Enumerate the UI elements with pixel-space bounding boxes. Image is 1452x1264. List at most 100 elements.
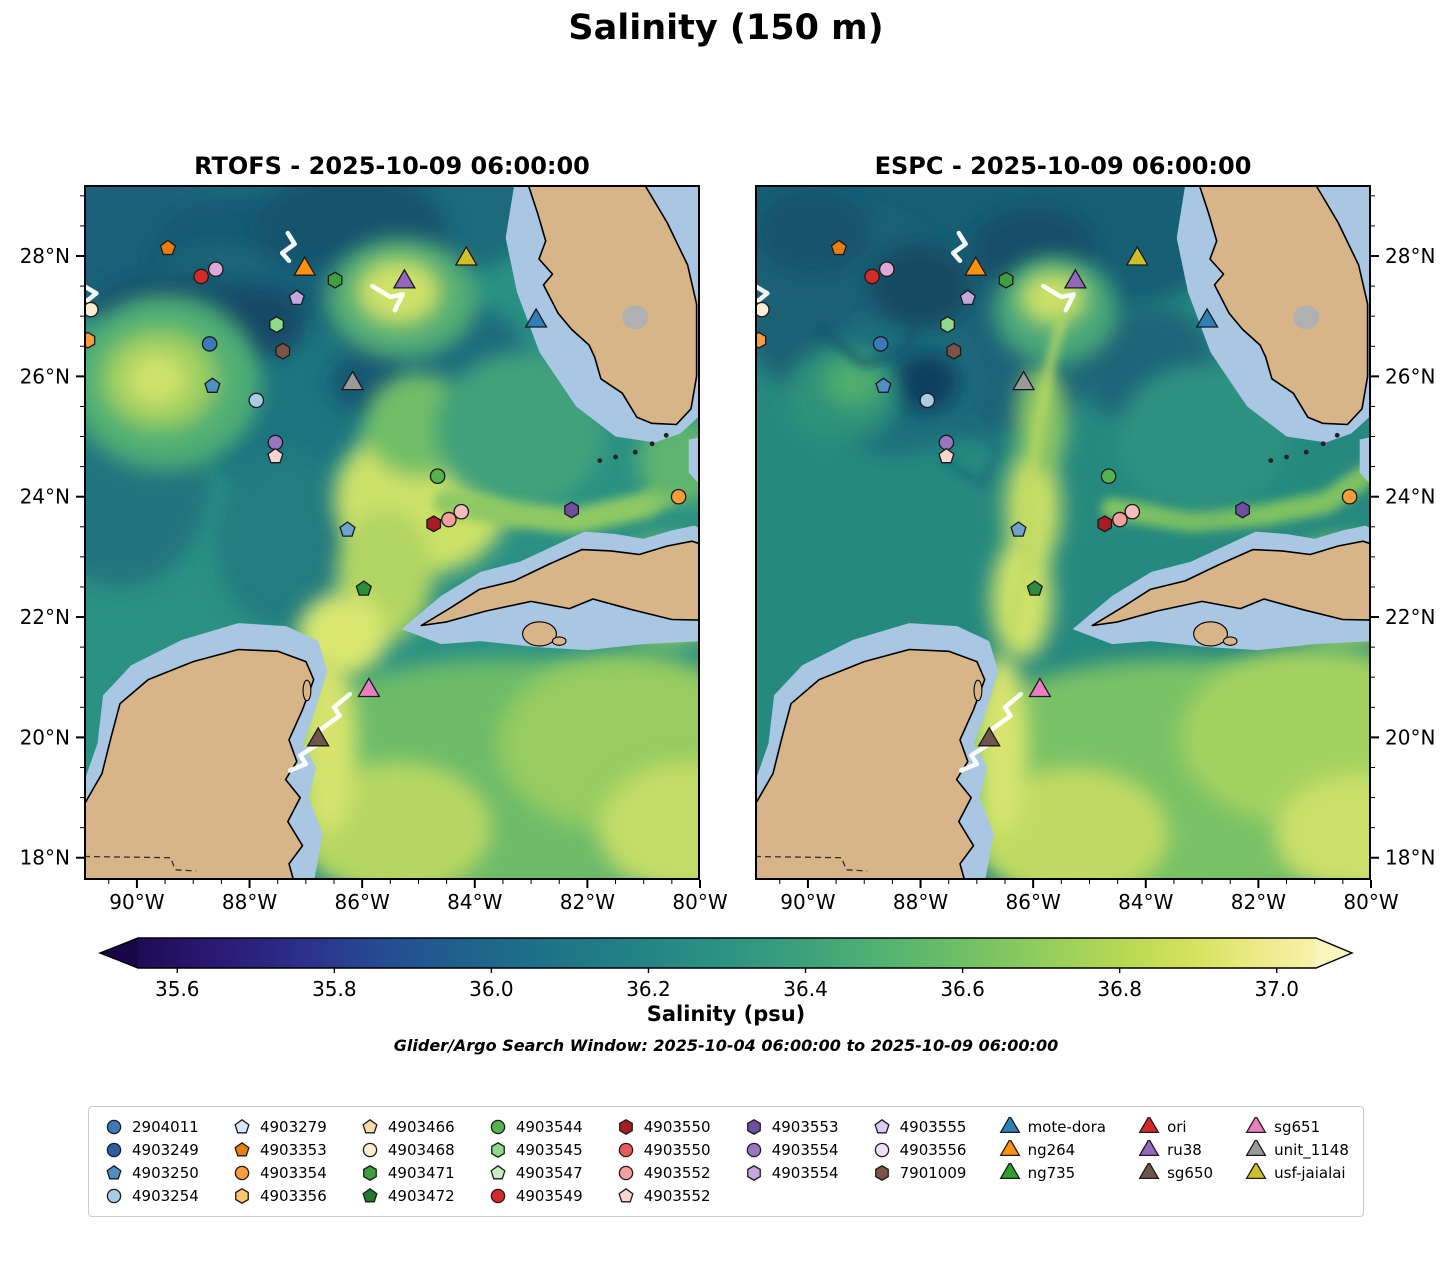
map-marker-circle: [267, 434, 284, 451]
landmass: [527, 185, 698, 426]
legend-label: 4903547: [515, 1164, 583, 1182]
hexagon-marker-icon: [235, 1188, 249, 1204]
x-tick-label: 82°W: [1231, 890, 1286, 914]
map-marker-circle: [106, 1119, 122, 1135]
axis-ticks: 90°W 88°W 86°W 84°W 82°W 80°W 28°N 26°N 24°N 22°N…: [20, 195, 728, 914]
colorbar-tick-label: 36.4: [783, 977, 828, 1001]
legend-label: ng735: [1027, 1164, 1076, 1182]
circle-marker-icon: [106, 1142, 122, 1158]
triangle-marker-icon: [999, 1140, 1021, 1157]
legend-label: 4903555: [899, 1118, 967, 1136]
map-marker-ng264: [293, 255, 317, 276]
map-marker-hexagon: [746, 1119, 761, 1135]
legend-entry-4903553: 4903553: [743, 1116, 839, 1138]
y-tick-label: 28°N: [1385, 244, 1435, 268]
legend-label: 4903472: [387, 1187, 455, 1205]
florida-keys-island: [1268, 458, 1274, 463]
map-marker-sg650: [306, 726, 330, 747]
legend-label: 4903544: [515, 1118, 583, 1136]
map-marker-circle: [490, 1119, 506, 1135]
glider-track: [279, 230, 297, 264]
hexagon-marker-icon: [362, 1165, 377, 1181]
legend-entry-sg650: sg650: [1138, 1162, 1213, 1184]
landmass: [755, 648, 986, 880]
glider-track: [1041, 283, 1076, 313]
y-tick-label: 18°N: [1385, 846, 1435, 870]
y-tick-label: 20°N: [1385, 725, 1435, 749]
map-marker-triangle: [1245, 1140, 1267, 1157]
island: [522, 621, 557, 647]
axes-frame: [84, 185, 700, 880]
map-marker-hexagon: [235, 1188, 249, 1204]
legend-label: 4903554: [771, 1141, 839, 1159]
pentagon-marker-icon: [234, 1118, 250, 1134]
glider-track: [84, 283, 99, 303]
map-marker-hexagon: [327, 271, 343, 289]
legend-label: ru38: [1167, 1141, 1202, 1159]
legend-column: 4903466 4903468 4903471 4903472: [359, 1116, 455, 1207]
colorbar-extend-high: [1316, 938, 1352, 968]
map-marker-circle: [193, 268, 209, 285]
map-marker-sg651: [357, 677, 381, 698]
map-marker-pentagon: [874, 1118, 890, 1134]
subplot-title-espc: ESPC - 2025-10-09 06:00:00: [874, 152, 1252, 180]
island: [1222, 636, 1238, 646]
legend-label: 4903466: [387, 1118, 455, 1136]
map-marker-pentagon: [267, 447, 284, 464]
circle-marker-icon: [618, 1142, 634, 1158]
island: [302, 679, 312, 702]
map-marker-hexagon: [1097, 515, 1113, 533]
map-marker-pentagon: [938, 447, 955, 464]
hexagon-marker-icon: [490, 1142, 505, 1158]
map-marker-mote-dora: [524, 307, 548, 328]
x-tick-label: 90°W: [780, 890, 835, 914]
map-marker-ng264: [964, 255, 988, 276]
map-marker-triangle: [999, 1163, 1021, 1180]
map-marker-pentagon: [339, 521, 356, 537]
y-tick-label: 24°N: [1385, 485, 1435, 509]
legend-entry-4903250: 4903250: [103, 1162, 199, 1184]
legend-entry-ng735: ng735: [999, 1162, 1106, 1184]
legend-entry-4903552: 4903552: [615, 1185, 711, 1207]
pentagon-marker-icon: [234, 1141, 250, 1157]
legend-entry-4903472: 4903472: [359, 1185, 455, 1207]
legend-column: 4903553 4903554 4903554: [743, 1116, 839, 1207]
legend-entry-4903554: 4903554: [743, 1162, 839, 1184]
legend-entry-4903547: 4903547: [487, 1162, 583, 1184]
x-tick-label: 84°W: [447, 890, 502, 914]
y-tick-label: 24°N: [20, 485, 70, 509]
legend-label: ng264: [1027, 1141, 1076, 1159]
circle-marker-icon: [746, 1142, 761, 1158]
map-marker-triangle: [999, 1117, 1021, 1134]
legend: 2904011 4903249 4903250 4903254 4903279 49033…: [88, 1106, 1364, 1217]
map-marker-circle: [919, 392, 936, 409]
map-marker-sg651: [1028, 677, 1052, 698]
colorbar-tick-label: 37.0: [1254, 977, 1299, 1001]
map-marker-circle: [938, 434, 955, 451]
map-marker-hexagon: [618, 1119, 633, 1135]
map-marker-circle: [1341, 488, 1358, 505]
subplot-title-rtofs: RTOFS - 2025-10-09 06:00:00: [194, 152, 590, 180]
lake-okeechobee: [622, 305, 649, 330]
map-marker-circle: [618, 1142, 634, 1158]
glider-track: [950, 230, 968, 264]
shallow-shelf-mask: [688, 437, 700, 485]
map-marker-hexagon: [946, 342, 962, 360]
map-marker-hexagon: [490, 1142, 505, 1158]
map-marker-circle: [84, 301, 99, 318]
legend-label: unit_1148: [1274, 1141, 1349, 1159]
triangle-marker-icon: [1245, 1163, 1267, 1180]
map-marker-pentagon: [204, 377, 221, 393]
legend-label: 4903553: [771, 1118, 839, 1136]
figure-title: Salinity (150 m): [568, 8, 884, 48]
map-marker-circle: [207, 261, 224, 278]
triangle-marker-icon: [1245, 1140, 1267, 1157]
map-marker-usf-jaialai: [1125, 245, 1149, 266]
map-marker-hexagon: [426, 515, 442, 533]
map-marker-pentagon: [830, 239, 848, 256]
map-marker-circle: [362, 1142, 378, 1158]
map-marker-unit_1148: [1012, 370, 1036, 391]
florida-keys-island: [1334, 432, 1340, 438]
triangle-marker-icon: [999, 1163, 1021, 1180]
legend-column: 2904011 4903249 4903250 4903254: [103, 1116, 199, 1207]
